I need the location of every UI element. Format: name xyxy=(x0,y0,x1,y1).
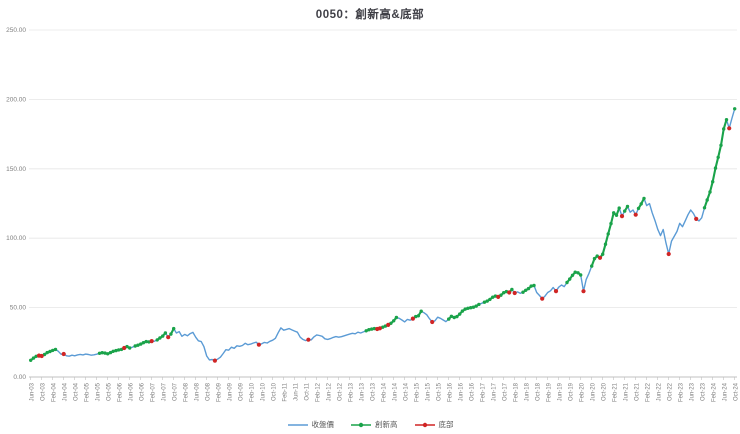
x-tick-label: Oct-15 xyxy=(436,382,442,401)
x-tick-label: Jun-13 xyxy=(359,382,365,401)
x-tick-label: Feb-22 xyxy=(645,382,651,402)
x-tick-label: Oct-18 xyxy=(535,382,541,401)
x-tick-label: Oct-23 xyxy=(700,382,706,401)
y-tick-label: 150.00 xyxy=(6,166,26,173)
legend-label-bottom: 底部 xyxy=(438,420,454,429)
x-tick-label: Jun-09 xyxy=(227,382,233,401)
x-tick-label: Feb-15 xyxy=(414,382,420,402)
x-tick-label: Oct-08 xyxy=(205,382,211,401)
bottom-markers xyxy=(36,126,732,363)
x-tick-label: Feb-18 xyxy=(513,382,519,402)
x-tick-label: Jun-15 xyxy=(425,382,431,401)
x-tick-label: Jun-04 xyxy=(62,382,68,401)
x-tick-label: Oct-03 xyxy=(40,382,46,401)
legend-item-bottom[interactable]: 底部 xyxy=(414,419,454,430)
x-tick-label: Oct-21 xyxy=(634,382,640,401)
x-tick-label: Oct-07 xyxy=(172,382,178,401)
bottom-marker-icon xyxy=(414,422,435,427)
x-tick-label: Oct-16 xyxy=(469,382,475,401)
x-tick-label: Feb-20 xyxy=(579,382,585,402)
x-tick-label: Jun-23 xyxy=(689,382,695,401)
x-tick-label: Feb-07 xyxy=(150,382,156,402)
x-tick-label: Jun-03 xyxy=(29,382,35,401)
x-tick-label: Jun-14 xyxy=(392,382,398,401)
x-tick-label: Oct-11 xyxy=(304,382,310,400)
x-tick-label: Jun-08 xyxy=(194,382,200,401)
x-tick-label: Jun-20 xyxy=(590,382,596,401)
x-tick-label: Feb-06 xyxy=(117,382,123,402)
x-tick-label: Oct-24 xyxy=(733,382,739,401)
x-tick-label: Oct-09 xyxy=(238,382,244,401)
x-tick-label: Oct-17 xyxy=(502,382,508,401)
x-tick-label: Feb-17 xyxy=(480,382,486,402)
x-tick-label: Jun-18 xyxy=(524,382,530,401)
chart-legend: 收盤價 創新高 底部 xyxy=(0,419,740,430)
legend-label-new-high: 創新高 xyxy=(375,420,398,429)
y-tick-label: 250.00 xyxy=(6,27,26,34)
x-tick-label: Feb-10 xyxy=(249,382,255,402)
x-tick-label: Jun-19 xyxy=(557,382,563,401)
legend-item-close-price[interactable]: 收盤價 xyxy=(287,419,335,430)
new-high-markers xyxy=(29,107,737,362)
x-tick-label: Jun-11 xyxy=(293,382,299,401)
y-axis-labels: 0.00 50.00 100.00 150.00 200.00 250.00 xyxy=(6,27,26,381)
x-axis-labels: Jun-03 Oct-03 Feb-04 Jun-04 Oct-04 Feb-05 Jun-… xyxy=(29,382,739,402)
x-tick-label: Feb-14 xyxy=(381,382,387,402)
x-tick-label: Feb-19 xyxy=(546,382,552,402)
x-tick-label: Oct-14 xyxy=(403,382,409,401)
x-tick-label: Oct-22 xyxy=(667,382,673,401)
y-tick-label: 0.00 xyxy=(13,374,26,381)
x-tick-label: Jun-16 xyxy=(458,382,464,401)
x-axis-ticks xyxy=(30,377,736,380)
x-tick-label: Feb-24 xyxy=(711,382,717,402)
new-high-marker-icon xyxy=(351,422,371,427)
x-tick-label: Jun-05 xyxy=(95,382,101,401)
x-tick-label: Feb-11 xyxy=(282,382,288,401)
close-price-line-icon xyxy=(287,423,308,426)
x-tick-label: Feb-09 xyxy=(216,382,222,402)
x-tick-label: Jun-17 xyxy=(491,382,497,401)
x-tick-label: Jun-07 xyxy=(161,382,167,401)
x-tick-label: Feb-05 xyxy=(84,382,90,402)
close-price-line xyxy=(30,108,736,362)
x-tick-label: Oct-06 xyxy=(139,382,145,401)
x-tick-label: Jun-10 xyxy=(260,382,266,401)
x-tick-label: Oct-13 xyxy=(370,382,376,401)
x-tick-label: Oct-20 xyxy=(601,382,607,401)
x-tick-label: Feb-08 xyxy=(183,382,189,402)
x-tick-label: Oct-12 xyxy=(337,382,343,401)
x-tick-label: Feb-21 xyxy=(612,382,618,402)
x-tick-label: Jun-21 xyxy=(623,382,629,401)
x-tick-label: Oct-05 xyxy=(106,382,112,401)
x-tick-label: Feb-16 xyxy=(447,382,453,402)
x-tick-label: Feb-04 xyxy=(51,382,57,402)
y-gridlines xyxy=(29,29,737,378)
x-tick-label: Feb-13 xyxy=(348,382,354,402)
y-tick-label: 200.00 xyxy=(6,96,26,103)
y-tick-label: 100.00 xyxy=(6,235,26,242)
x-tick-label: Jun-06 xyxy=(128,382,134,401)
x-tick-label: Feb-12 xyxy=(315,382,321,402)
x-tick-label: Oct-10 xyxy=(271,382,277,401)
x-tick-label: Feb-23 xyxy=(678,382,684,402)
y-tick-label: 50.00 xyxy=(10,305,27,312)
x-tick-label: Oct-19 xyxy=(568,382,574,401)
x-tick-label: Jun-12 xyxy=(326,382,332,401)
legend-label-close-price: 收盤價 xyxy=(311,420,335,429)
x-tick-label: Jun-22 xyxy=(656,382,662,401)
x-tick-label: Oct-04 xyxy=(73,382,79,401)
x-tick-label: Jun-24 xyxy=(722,382,728,401)
chart-title: 0050：創新高&底部 xyxy=(315,9,425,21)
legend-item-new-high[interactable]: 創新高 xyxy=(350,419,398,430)
